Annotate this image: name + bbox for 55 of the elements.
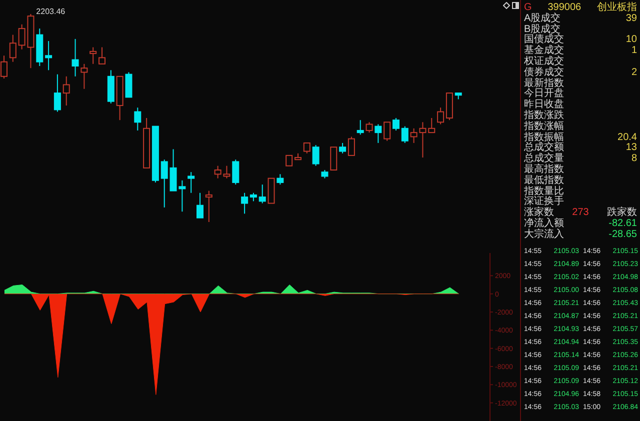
candlestick xyxy=(339,142,346,154)
candlestick xyxy=(205,190,212,222)
text: 指数涨幅 xyxy=(524,120,564,132)
candlestick xyxy=(366,122,373,134)
candlestick xyxy=(160,159,168,208)
candlestick xyxy=(286,154,293,166)
candlestick xyxy=(54,74,61,112)
candlestick xyxy=(188,172,195,194)
candlestick xyxy=(232,159,240,186)
candlestick xyxy=(356,120,364,136)
candlestick xyxy=(45,40,52,71)
text: 昨日收盘 xyxy=(524,99,564,110)
text: 基金成交 1 xyxy=(524,45,637,56)
text: A股成交 39 xyxy=(524,12,637,24)
candlestick xyxy=(98,46,106,64)
text: 指数涨跌 xyxy=(524,110,564,121)
candlestick xyxy=(72,38,79,77)
candlestick xyxy=(258,184,266,204)
candlestick xyxy=(134,107,142,131)
candlestick xyxy=(401,126,408,144)
text: 涨家数 273 跌家数 xyxy=(524,207,637,218)
candlestick xyxy=(125,72,132,98)
annotation: 2203.46 xyxy=(36,7,66,16)
candlestick xyxy=(330,146,338,170)
text: 今日开盘 xyxy=(524,88,564,100)
candlestick xyxy=(384,122,391,142)
candlestick xyxy=(80,63,88,90)
text: B股成交 xyxy=(524,24,561,35)
candlestick xyxy=(276,174,284,186)
text: 总成交额 13 xyxy=(524,142,637,154)
candlestick xyxy=(392,118,400,131)
text: 最低指数 xyxy=(524,174,564,186)
candlestick xyxy=(437,107,444,125)
text: 国债成交 10 xyxy=(524,34,637,46)
text: 权证成交 xyxy=(524,56,564,67)
candlestick xyxy=(196,192,204,218)
candlestick xyxy=(428,118,436,134)
text: 大宗流入 -28.65 xyxy=(524,228,637,240)
candlestick xyxy=(374,124,382,144)
candlestick xyxy=(90,46,97,64)
text: 总成交量 8 xyxy=(524,153,637,164)
text: 净流入额 -82.61 xyxy=(524,218,637,229)
candlestick xyxy=(241,192,248,214)
text: 债券成交 2 xyxy=(524,66,637,78)
candlestick xyxy=(303,142,310,154)
text: 指数量比 xyxy=(524,186,564,197)
text: 最新指数 xyxy=(524,78,564,89)
text: 指数振幅 20.4 xyxy=(524,132,637,143)
text: 最高指数 xyxy=(524,164,564,175)
candlestick xyxy=(348,136,355,156)
text: G 399006 创业板指 xyxy=(524,2,637,13)
candlestick xyxy=(312,144,320,166)
text: 深证换手 xyxy=(524,196,564,208)
candlestick xyxy=(62,76,70,106)
candlestick xyxy=(9,34,16,62)
